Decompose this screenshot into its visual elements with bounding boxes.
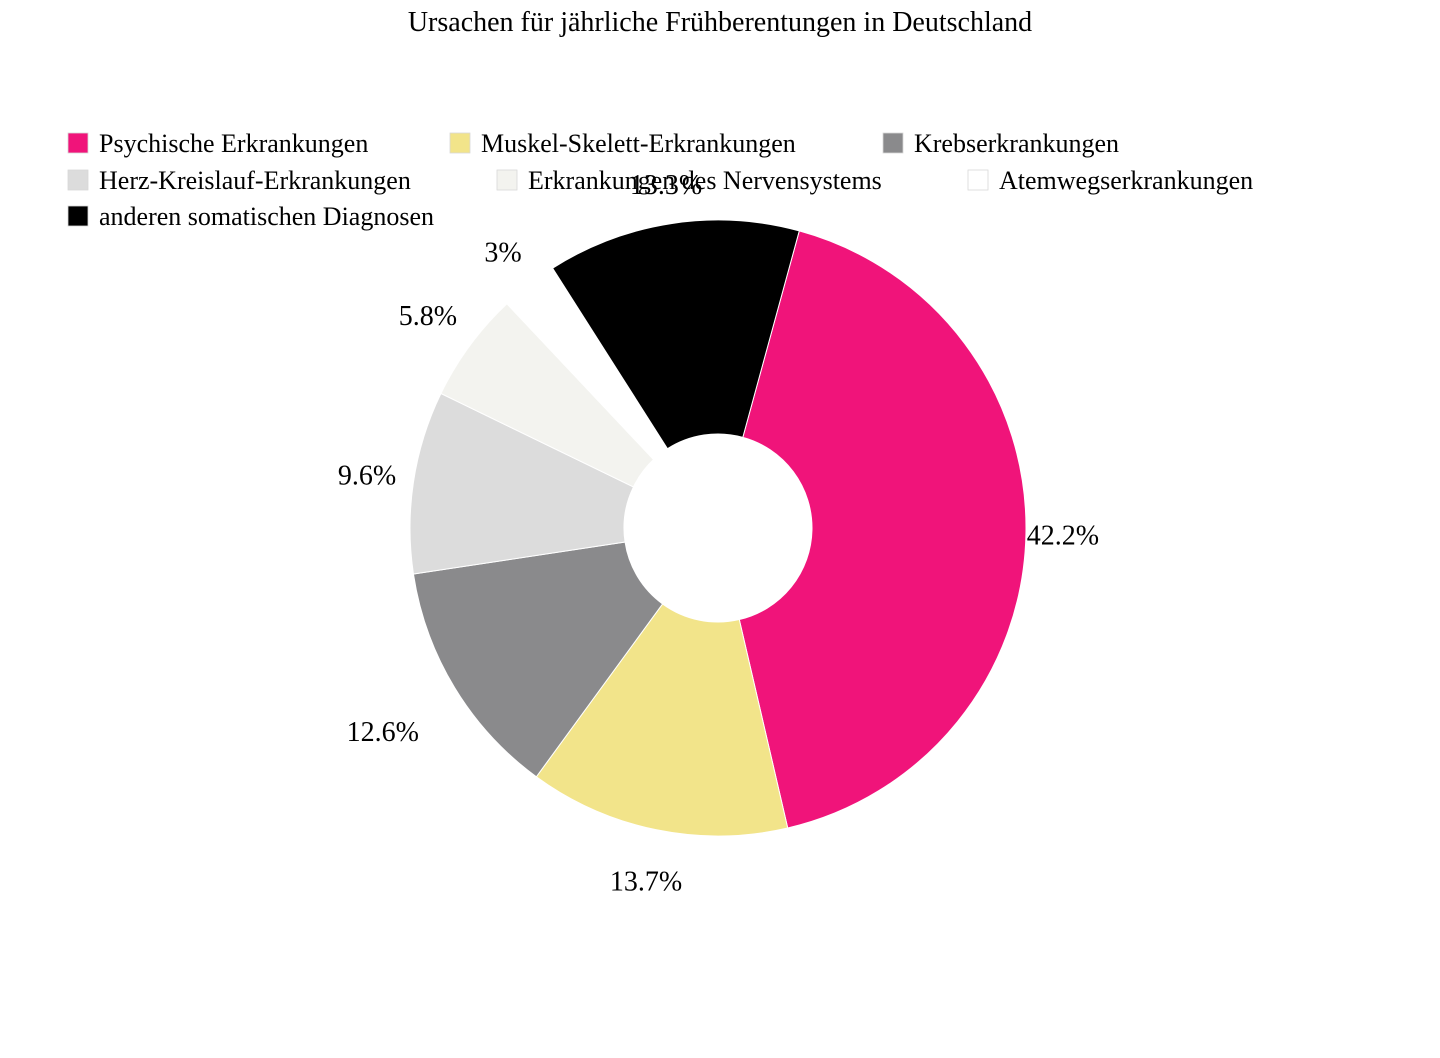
legend-swatch bbox=[882, 132, 904, 154]
legend-item-atemwegserkrankungen: Atemwegserkrankungen bbox=[967, 166, 1253, 195]
legend-swatch bbox=[967, 169, 989, 191]
legend-swatch bbox=[67, 205, 89, 227]
legend-label: Psychische Erkrankungen bbox=[99, 129, 368, 158]
legend-label: Herz-Kreislauf-Erkrankungen bbox=[99, 166, 411, 195]
legend-swatch bbox=[67, 169, 89, 191]
legend-item-erkrankungen-des-nervensystems: Erkrankungen des Nervensystems bbox=[496, 166, 882, 195]
value-label-atemwegserkrankungen: 3% bbox=[484, 238, 521, 269]
legend-item-herz-kreislauf-erkrankungen: Herz-Kreislauf-Erkrankungen bbox=[67, 166, 411, 195]
legend-item-krebserkrankungen: Krebserkrankungen bbox=[882, 129, 1119, 158]
slice-herz-kreislauf-erkrankungen bbox=[409, 392, 635, 575]
slice-muskel-skelett-erkrankungen bbox=[535, 603, 789, 837]
legend: Psychische Erkrankungen Muskel-Skelett-Er… bbox=[67, 129, 1253, 231]
legend-label: Muskel-Skelett-Erkrankungen bbox=[481, 129, 796, 158]
value-label-herz-kreislauf-erkrankungen: 9.6% bbox=[338, 461, 396, 492]
chart-title: Ursachen für jährliche Frühberentungen i… bbox=[408, 7, 1032, 38]
legend-swatch bbox=[449, 132, 471, 154]
legend-label: anderen somatischen Diagnosen bbox=[99, 202, 434, 231]
legend-item-anderen-somatischen-diagnosen: anderen somatischen Diagnosen bbox=[67, 202, 434, 231]
slice-krebserkrankungen bbox=[412, 541, 664, 778]
legend-swatch bbox=[496, 169, 518, 191]
legend-label: Erkrankungen des Nervensystems bbox=[528, 166, 882, 195]
value-label-muskel-skelett-erkrankungen: 13.7% bbox=[610, 867, 682, 898]
legend-swatch bbox=[67, 132, 89, 154]
value-label-psychische-erkrankungen: 42.2% bbox=[1027, 521, 1099, 552]
legend-item-muskel-skelett-erkrankungen: Muskel-Skelett-Erkrankungen bbox=[449, 129, 796, 158]
value-label-anderen-somatischen-diagnosen: 13.3% bbox=[630, 170, 702, 201]
value-label-erkrankungen-des-nervensystems: 5.8% bbox=[399, 301, 457, 332]
legend-label: Atemwegserkrankungen bbox=[999, 166, 1253, 195]
legend-label: Krebserkrankungen bbox=[914, 129, 1119, 158]
slice-anderen-somatischen-diagnosen bbox=[551, 219, 800, 450]
legend-item-psychische-erkrankungen: Psychische Erkrankungen bbox=[67, 129, 368, 158]
pie-slices bbox=[409, 219, 1027, 837]
value-label-krebserkrankungen: 12.6% bbox=[347, 717, 419, 748]
value-labels: 42.2% 13.7% 12.6% 9.6% 5.8% 3% 13.3% bbox=[338, 170, 1099, 898]
slice-psychische-erkrankungen bbox=[738, 230, 1027, 829]
